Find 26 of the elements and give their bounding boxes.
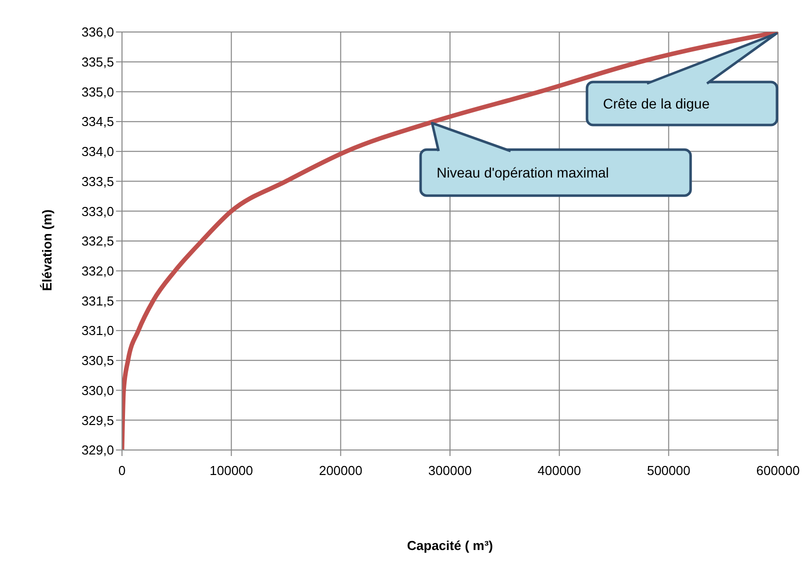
y-tick-label: 336,0	[81, 24, 114, 40]
y-tick-label: 332,5	[81, 234, 114, 249]
x-tick-label: 400000	[538, 463, 582, 478]
annotation: Crête de la digue	[603, 96, 710, 112]
y-axis-title: Élévation (m)	[40, 209, 55, 291]
y-tick-label: 333,5	[81, 174, 114, 189]
x-tick-label: 500000	[646, 463, 690, 478]
x-tick-label: 300000	[428, 463, 472, 478]
x-tick-label: 0	[118, 463, 126, 478]
x-tick-label: 100000	[210, 463, 254, 478]
y-tick-label: 329,0	[81, 442, 114, 458]
y-tick-label: 330,0	[81, 382, 114, 398]
y-tick-label: 335,5	[81, 54, 114, 70]
y-tick-label: 332,0	[81, 263, 114, 278]
annotation: Niveau d'opération maximal	[436, 164, 609, 181]
y-tick-label: 330,5	[81, 353, 114, 368]
y-tick-label: 334,0	[81, 144, 114, 160]
y-tick-label: 331,5	[81, 293, 114, 308]
x-axis-title: Capacité ( m³)	[407, 538, 493, 553]
y-tick-label: 334,5	[81, 114, 114, 130]
y-tick-label: 335,0	[81, 84, 114, 100]
x-tick-label: 600000	[756, 463, 800, 478]
x-tick-label: 200000	[318, 463, 362, 478]
y-tick-label: 333,0	[81, 204, 114, 219]
y-tick-label: 331,0	[81, 323, 114, 338]
y-tick-label: 329,5	[81, 412, 114, 428]
